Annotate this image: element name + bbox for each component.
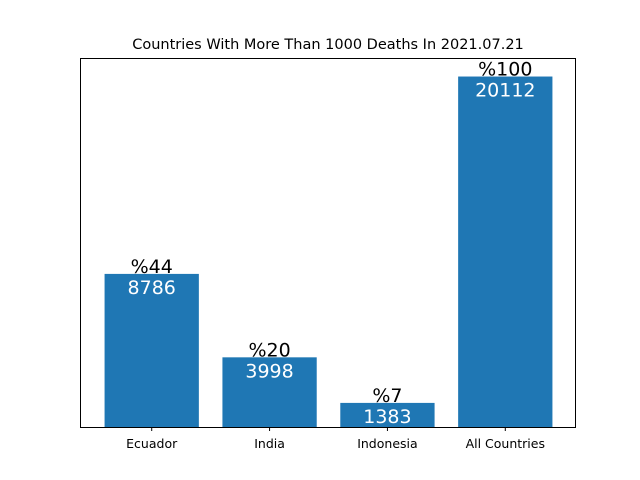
percent-label-2: %7 <box>372 385 402 407</box>
value-label-0: 8786 <box>128 277 176 299</box>
plot-frame <box>80 58 576 428</box>
value-label-3: 20112 <box>475 80 535 102</box>
x-tick-label-3: All Countries <box>466 436 545 451</box>
percent-label-1: %20 <box>248 339 290 361</box>
percent-label-3: %100 <box>478 59 532 81</box>
x-tick-label-1: India <box>254 436 285 451</box>
x-tick-label-2: Indonesia <box>357 436 417 451</box>
chart-title: Countries With More Than 1000 Deaths In … <box>132 37 524 53</box>
percent-label-0: %44 <box>131 256 173 278</box>
x-tick-label-0: Ecuador <box>126 436 178 451</box>
bar-0 <box>104 273 199 427</box>
bar-1 <box>222 357 317 427</box>
bar-3 <box>458 76 553 427</box>
value-label-1: 3998 <box>245 360 293 382</box>
bar-2 <box>340 402 435 427</box>
bars-layer <box>104 76 553 427</box>
value-label-2: 1383 <box>363 406 411 428</box>
x-axis-ticks: Ecuador India Indonesia All Countries <box>126 427 545 451</box>
